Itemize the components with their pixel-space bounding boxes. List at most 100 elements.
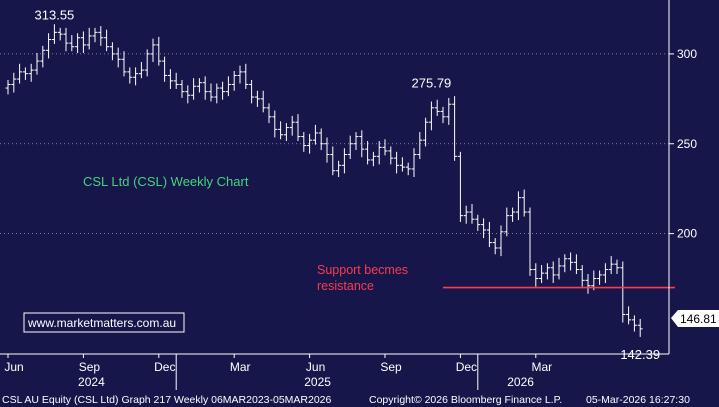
ohlc-bars — [5, 24, 643, 337]
x-tick-label: Dec — [456, 360, 477, 374]
support-label-line-1: resistance — [317, 279, 374, 293]
support-line-group: Support becmes resistance — [317, 263, 675, 293]
ohlc-bar — [283, 123, 289, 142]
ohlc-bar — [440, 106, 446, 124]
ohlc-bar — [423, 117, 429, 147]
ohlc-bar — [301, 132, 307, 152]
ohlc-bar — [289, 115, 295, 136]
ohlc-bar — [202, 76, 208, 100]
ohlc-bar — [196, 78, 202, 93]
year-label: 2024 — [78, 375, 105, 389]
ohlc-bar — [272, 110, 278, 138]
ohlc-bar — [307, 133, 313, 154]
footer-center: Copyright© 2026 Bloomberg Finance L.P. — [369, 394, 562, 406]
ohlc-bar — [550, 261, 556, 284]
ohlc-bar — [469, 203, 475, 224]
ohlc-bar — [463, 205, 469, 224]
ohlc-bar — [533, 263, 539, 287]
x-tick-label: Sep — [380, 360, 402, 374]
ohlc-bar — [446, 97, 452, 125]
watermark-link[interactable]: www.marketmatters.com.au — [27, 316, 176, 330]
ohlc-bar — [527, 207, 533, 276]
ohlc-bar — [17, 63, 23, 84]
ohlc-bar — [191, 78, 197, 100]
ohlc-bar — [220, 81, 226, 100]
ohlc-bar — [637, 318, 643, 337]
ohlc-bar — [620, 261, 626, 323]
ohlc-bar — [359, 130, 365, 158]
ohlc-bar — [260, 90, 266, 113]
ohlc-bar — [156, 36, 162, 66]
support-label-line-0: Support becmes — [317, 263, 408, 277]
ohlc-bar — [22, 67, 28, 80]
y-tick-label: 200 — [677, 227, 697, 241]
year-label: 2026 — [507, 375, 534, 389]
ohlc-bar — [98, 26, 104, 46]
ohlc-bar — [46, 33, 52, 59]
ohlc-bar — [185, 85, 191, 104]
ohlc-bar — [394, 151, 400, 174]
annotation-label: 142.39 — [620, 347, 660, 362]
ohlc-bar — [353, 132, 359, 151]
ohlc-bar — [608, 256, 614, 275]
ohlc-bar — [57, 27, 63, 41]
x-tick-label: Jun — [306, 360, 325, 374]
ohlc-bar — [573, 254, 579, 275]
ohlc-bar — [492, 238, 498, 255]
ohlc-bar — [562, 254, 568, 273]
ohlc-bar — [109, 42, 115, 61]
x-tick-label: Sep — [79, 360, 101, 374]
ohlc-bar — [626, 306, 632, 325]
ohlc-bar — [568, 252, 574, 271]
ohlc-bar — [336, 160, 342, 177]
x-tick-label: Mar — [230, 360, 251, 374]
ohlc-bar — [51, 24, 57, 45]
footer: CSL AU Equity (CSL Ltd) Graph 217 Weekly… — [2, 394, 690, 406]
ohlc-bar — [376, 141, 382, 165]
ohlc-bar — [121, 51, 127, 77]
ohlc-bar — [208, 83, 214, 102]
ohlc-bar — [498, 225, 504, 257]
ohlc-bar — [597, 270, 603, 285]
footer-right: 05-Mar-2026 16:27:30 — [586, 394, 690, 406]
ohlc-bar — [133, 67, 139, 86]
ohlc-bar — [475, 214, 481, 231]
watermark-box[interactable]: www.marketmatters.com.au — [23, 312, 185, 333]
ohlc-bar — [92, 27, 98, 43]
ohlc-bar — [69, 35, 75, 52]
ohlc-bar — [481, 218, 487, 239]
ohlc-bar — [510, 207, 516, 222]
ohlc-bar — [63, 27, 69, 52]
ohlc-bar — [365, 141, 371, 165]
ohlc-bar — [330, 146, 336, 176]
ohlc-bar — [237, 65, 243, 84]
ohlc-bar — [405, 162, 411, 176]
ohlc-bar — [452, 96, 458, 161]
ohlc-bar — [231, 70, 237, 91]
ohlc-bar — [266, 103, 272, 124]
ohlc-bar — [486, 221, 492, 248]
ohlc-bar — [28, 63, 34, 82]
ohlc-bar — [40, 45, 46, 68]
ohlc-bar — [127, 67, 133, 84]
ohlc-bar — [434, 99, 440, 116]
ohlc-bar — [504, 207, 510, 237]
ohlc-bar — [544, 263, 550, 280]
ohlc-bar — [631, 315, 637, 332]
ohlc-bar — [278, 121, 284, 140]
ohlc-bar — [104, 29, 110, 52]
ohlc-bar — [585, 274, 591, 294]
ohlc-bar — [417, 132, 423, 160]
annotation-label: 313.55 — [35, 8, 75, 23]
chart-title: CSL Ltd (CSL) Weekly Chart — [83, 174, 249, 189]
ohlc-bar — [295, 114, 301, 142]
ohlc-bar — [602, 263, 608, 284]
ohlc-bar — [539, 265, 545, 284]
last-price-badge: 146.81 — [671, 310, 719, 327]
annotation-label: 275.79 — [412, 75, 452, 90]
ohlc-bar — [138, 61, 144, 79]
ohlc-bar — [86, 27, 92, 50]
footer-left: CSL AU Equity (CSL Ltd) Graph 217 Weekly… — [2, 394, 332, 406]
